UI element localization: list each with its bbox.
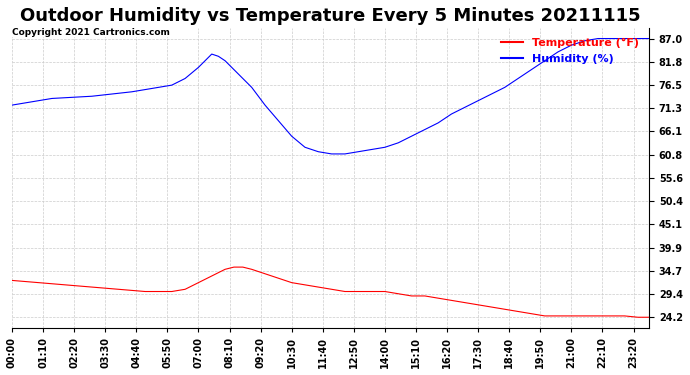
Legend: Temperature (°F), Humidity (%): Temperature (°F), Humidity (%) (497, 33, 644, 68)
Text: Copyright 2021 Cartronics.com: Copyright 2021 Cartronics.com (12, 28, 170, 37)
Title: Outdoor Humidity vs Temperature Every 5 Minutes 20211115: Outdoor Humidity vs Temperature Every 5 … (20, 7, 641, 25)
